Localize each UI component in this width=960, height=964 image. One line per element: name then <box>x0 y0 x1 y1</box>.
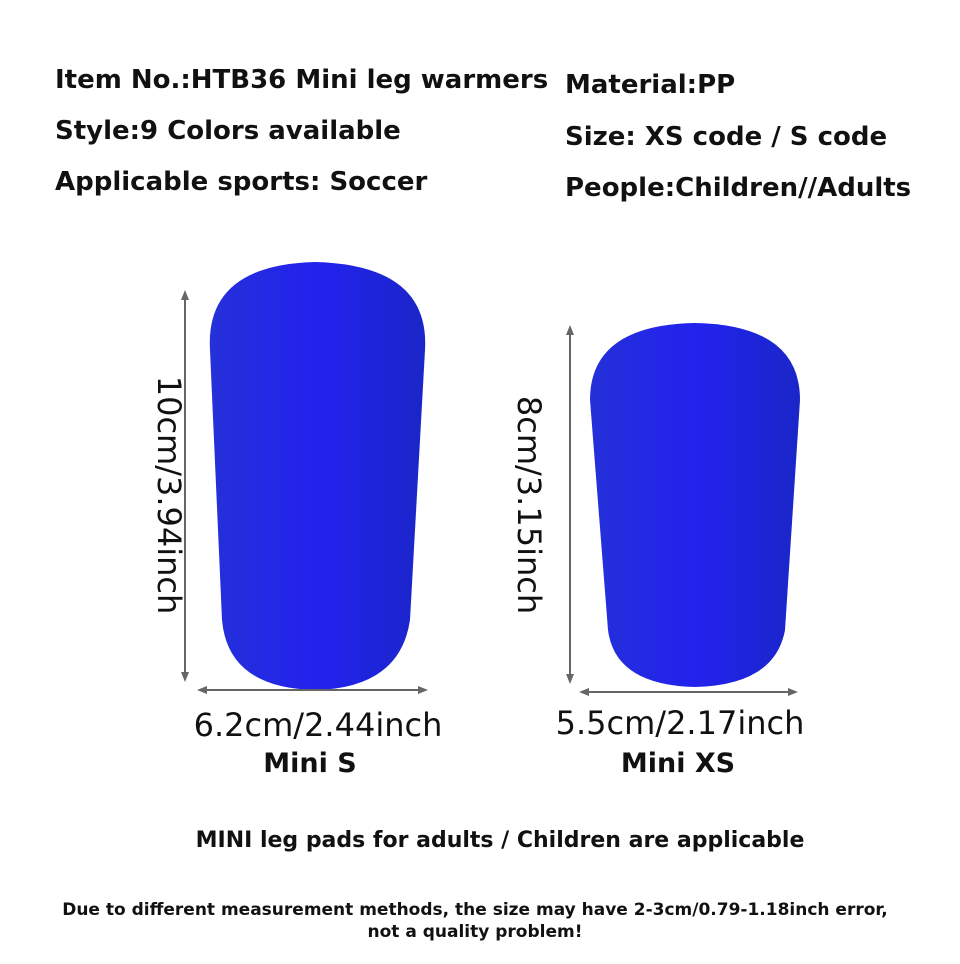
disclaimer: Due to different measurement methods, th… <box>62 900 888 920</box>
product-name: Mini XS <box>621 748 735 779</box>
spec: Style:9 Colors available <box>55 116 401 146</box>
spec: People:Children//Adults <box>565 173 911 203</box>
pad-xs <box>590 323 800 687</box>
dimension-lines <box>184 295 795 693</box>
pad-s <box>209 262 426 690</box>
spec: Size: XS code / S code <box>565 122 887 152</box>
spec: Item No.:HTB36 Mini leg warmers <box>55 65 548 95</box>
product-name: Mini S <box>263 748 356 779</box>
spec: Material:PP <box>565 70 735 100</box>
height-label: 8cm/3.15inch <box>510 396 548 614</box>
height-label: 10cm/3.94inch <box>150 376 188 615</box>
arrowheads <box>181 290 798 696</box>
width-label: 5.5cm/2.17inch <box>556 704 805 742</box>
disclaimer: not a quality problem! <box>368 922 583 942</box>
width-label: 6.2cm/2.44inch <box>194 706 443 744</box>
note: MINI leg pads for adults / Children are … <box>196 828 805 853</box>
spec: Applicable sports: Soccer <box>55 167 428 197</box>
